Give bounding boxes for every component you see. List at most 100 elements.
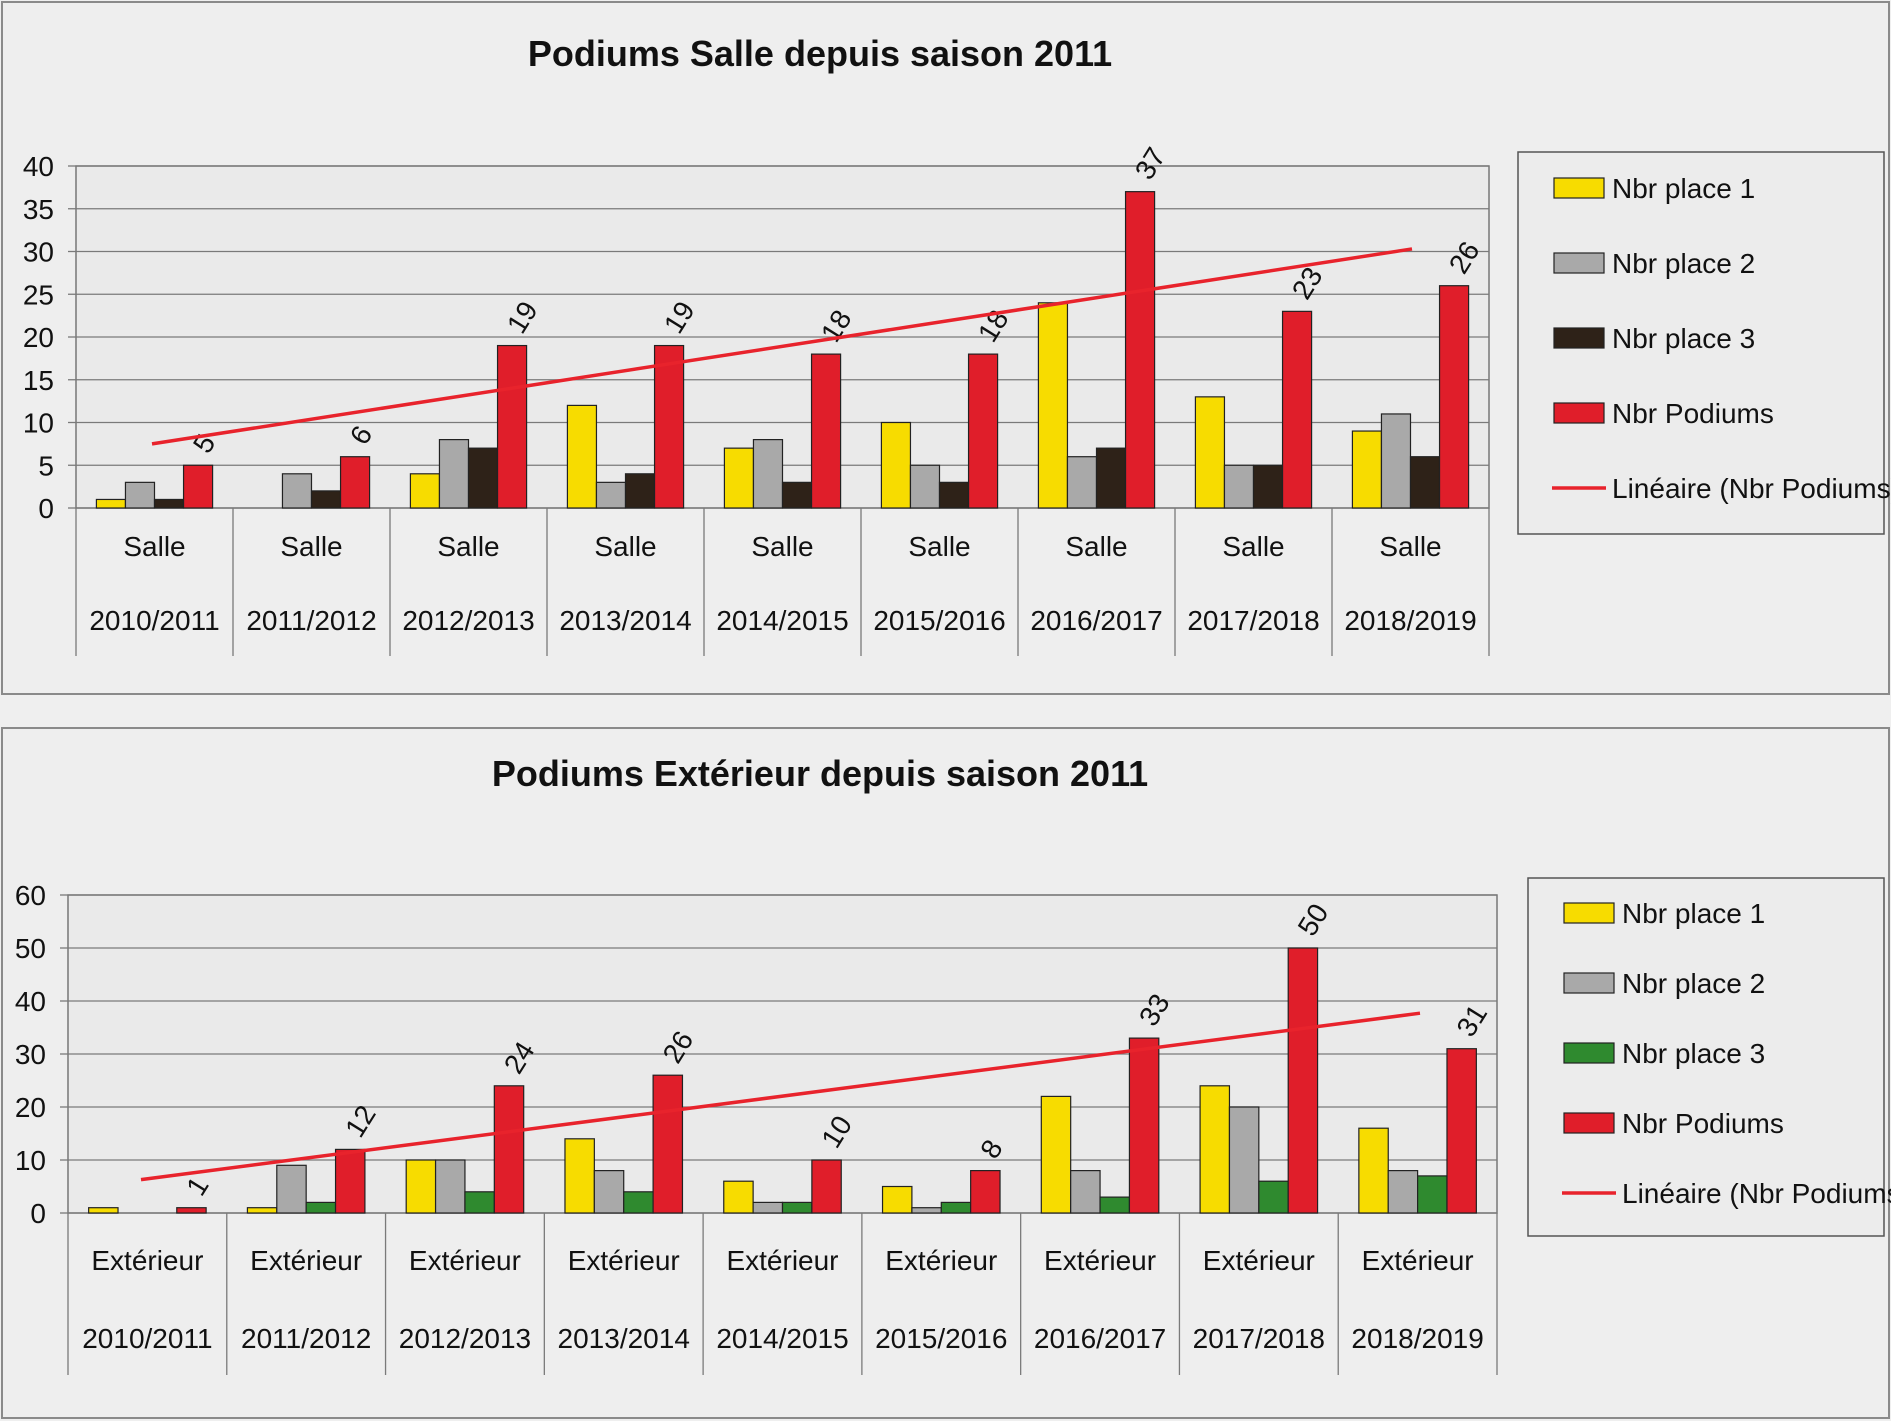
x-season-label: 2014/2015 bbox=[716, 1323, 848, 1354]
y-tick-label: 40 bbox=[15, 986, 46, 1017]
y-tick-label: 50 bbox=[15, 933, 46, 964]
bar-nbr-place-1 bbox=[723, 447, 755, 509]
bar-nbr-podiums bbox=[182, 464, 214, 509]
bar-nbr-place-3 bbox=[1099, 1196, 1131, 1214]
y-tick-label: 30 bbox=[23, 237, 54, 268]
legend-swatch bbox=[1563, 902, 1615, 924]
legend-label: Nbr Podiums bbox=[1612, 398, 1774, 429]
y-tick-label: 10 bbox=[23, 408, 54, 439]
bar-nbr-place-3 bbox=[624, 473, 656, 509]
x-category-label: Salle bbox=[1065, 531, 1127, 562]
y-tick-label: 0 bbox=[30, 1198, 46, 1229]
bar-nbr-place-2 bbox=[1066, 456, 1098, 509]
bar-nbr-place-3 bbox=[623, 1191, 654, 1214]
y-tick-label: 10 bbox=[15, 1145, 46, 1176]
chart-1-area: 0 5 10 15 20 25 30 35 40 Salle 2010/2011 Salle 2011/… bbox=[23, 142, 1891, 656]
x-season-label: 2013/2014 bbox=[559, 605, 691, 636]
bar-nbr-place-1 bbox=[1037, 302, 1069, 509]
legend-swatch bbox=[1553, 252, 1605, 274]
bar-nbr-place-1 bbox=[566, 404, 598, 509]
chart-2-area: 0 10 20 30 40 50 60 Extérieur 2010/2011 Extérieur… bbox=[15, 877, 1891, 1375]
y-tick-label: 20 bbox=[15, 1092, 46, 1123]
bar-nbr-podiums bbox=[653, 344, 685, 509]
bar-nbr-place-1 bbox=[1199, 1085, 1231, 1214]
bar-nbr-podiums bbox=[1281, 310, 1313, 509]
y-tick-label: 35 bbox=[23, 194, 54, 225]
x-season-label: 2013/2014 bbox=[558, 1323, 690, 1354]
bar-nbr-place-1 bbox=[246, 1207, 278, 1214]
x-season-label: 2014/2015 bbox=[716, 605, 848, 636]
bar-nbr-place-3 bbox=[464, 1191, 495, 1214]
bar-nbr-podiums bbox=[811, 1159, 842, 1214]
legend-swatch bbox=[1563, 1042, 1615, 1064]
x-season-label: 2017/2018 bbox=[1187, 605, 1319, 636]
bar-nbr-place-2 bbox=[909, 464, 941, 509]
legend-label: Nbr place 1 bbox=[1612, 173, 1755, 204]
legend-swatch bbox=[1553, 327, 1605, 349]
bar-nbr-place-3 bbox=[1095, 447, 1127, 509]
x-category-label: Salle bbox=[437, 531, 499, 562]
legend-label: Linéaire (Nbr Podiums) bbox=[1612, 473, 1891, 504]
bar-nbr-place-3 bbox=[1417, 1175, 1448, 1214]
bar-nbr-podiums bbox=[496, 344, 528, 509]
bar-nbr-place-2 bbox=[752, 1201, 784, 1214]
legend-label: Nbr place 2 bbox=[1612, 248, 1755, 279]
x-category-label: Extérieur bbox=[91, 1245, 203, 1276]
y-tick-label: 20 bbox=[23, 322, 54, 353]
x-category-label: Salle bbox=[123, 531, 185, 562]
bar-nbr-podiums bbox=[1124, 191, 1156, 509]
x-category-label: Extérieur bbox=[568, 1245, 680, 1276]
x-category-label: Extérieur bbox=[1362, 1245, 1474, 1276]
bar-nbr-place-2 bbox=[1380, 413, 1412, 509]
bar-nbr-podiums bbox=[970, 1169, 1001, 1214]
bar-nbr-podiums bbox=[176, 1207, 207, 1214]
x-category-label: Salle bbox=[1222, 531, 1284, 562]
y-tick-label: 5 bbox=[38, 450, 54, 481]
legend-swatch bbox=[1563, 972, 1615, 994]
bar-nbr-place-1 bbox=[1194, 396, 1226, 509]
bar-nbr-place-3 bbox=[153, 498, 185, 509]
x-season-label: 2018/2019 bbox=[1351, 1323, 1483, 1354]
x-season-label: 2018/2019 bbox=[1344, 605, 1476, 636]
bar-nbr-place-1 bbox=[95, 498, 127, 509]
bar-nbr-place-2 bbox=[1070, 1169, 1101, 1214]
legend-label: Nbr place 2 bbox=[1622, 968, 1765, 999]
bar-nbr-podiums bbox=[810, 353, 842, 509]
x-category-label: Extérieur bbox=[1044, 1245, 1156, 1276]
bar-nbr-place-2 bbox=[1223, 464, 1255, 509]
y-tick-label: 0 bbox=[38, 493, 54, 524]
y-tick-label: 25 bbox=[23, 279, 54, 310]
bar-nbr-place-2 bbox=[1387, 1169, 1419, 1214]
bar-nbr-podiums bbox=[493, 1085, 525, 1214]
bar-nbr-place-3 bbox=[310, 490, 342, 509]
y-tick-label: 40 bbox=[23, 151, 54, 182]
x-category-label: Extérieur bbox=[726, 1245, 838, 1276]
bar-nbr-podiums bbox=[339, 456, 371, 509]
bar-nbr-place-3 bbox=[1258, 1180, 1289, 1214]
bar-nbr-place-2 bbox=[281, 473, 313, 509]
bar-nbr-place-1 bbox=[88, 1207, 119, 1214]
legend-label: Nbr place 1 bbox=[1622, 898, 1765, 929]
bar-nbr-place-1 bbox=[409, 473, 441, 509]
legend-swatch bbox=[1553, 402, 1605, 424]
bar-nbr-podiums bbox=[1287, 947, 1319, 1214]
bar-nbr-place-1 bbox=[1040, 1095, 1072, 1214]
x-category-label: Salle bbox=[908, 531, 970, 562]
bar-nbr-place-3 bbox=[940, 1201, 972, 1214]
bar-nbr-place-3 bbox=[1252, 464, 1284, 509]
x-season-label: 2016/2017 bbox=[1030, 605, 1162, 636]
x-season-label: 2016/2017 bbox=[1034, 1323, 1166, 1354]
legend-label: Nbr Podiums bbox=[1622, 1108, 1784, 1139]
bar-nbr-podiums bbox=[1128, 1037, 1160, 1214]
bar-nbr-podiums bbox=[1438, 285, 1470, 509]
bar-nbr-place-3 bbox=[467, 447, 499, 509]
bar-nbr-place-3 bbox=[781, 481, 813, 509]
y-tick-label: 60 bbox=[15, 880, 46, 911]
bar-nbr-place-1 bbox=[880, 421, 912, 509]
bar-nbr-place-1 bbox=[405, 1159, 437, 1214]
bar-nbr-podiums bbox=[967, 353, 999, 509]
bar-nbr-place-1 bbox=[1351, 430, 1383, 509]
x-category-label: Extérieur bbox=[250, 1245, 362, 1276]
x-season-label: 2015/2016 bbox=[875, 1323, 1007, 1354]
